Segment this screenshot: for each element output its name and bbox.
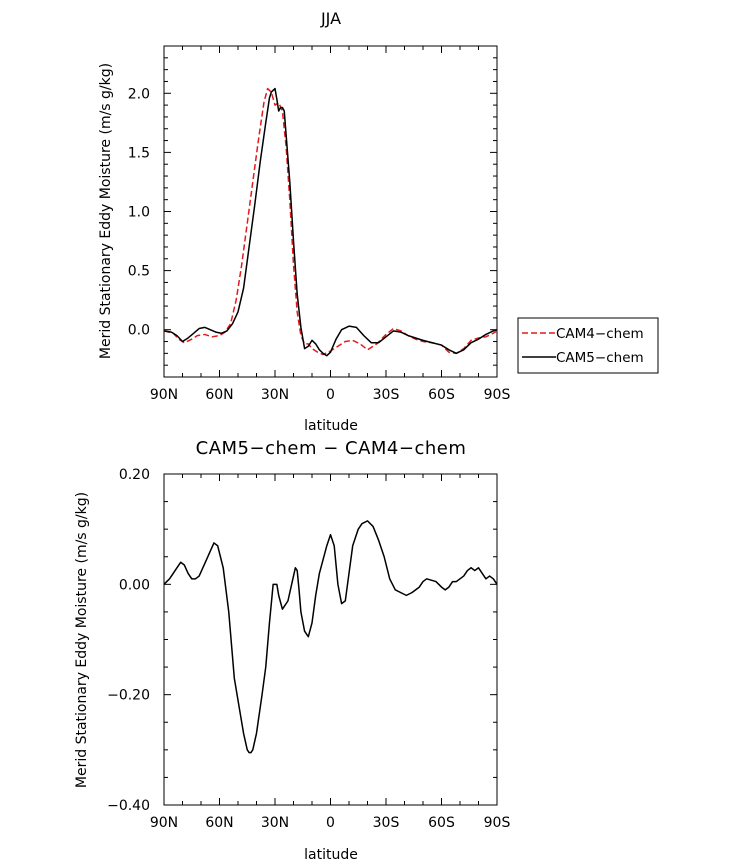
top-y-axis-label: Merid Stationary Eddy Moisture (m/s g/kg…: [98, 63, 114, 359]
top-x-tick-label: 90S: [484, 387, 511, 403]
top-y-tick-label: 0.0: [128, 323, 150, 339]
bottom-plot-area: 90N 60N 30N 0 30S 60S 90S −0.40 −0.20 0.00 0.20: [107, 467, 510, 831]
bottom-y-tick-label: −0.20: [107, 688, 150, 704]
bottom-panel-title: CAM5−chem − CAM4−chem: [196, 438, 467, 459]
top-x-axis-label: latitude: [304, 418, 358, 434]
bottom-y-tick-label: 0.20: [119, 467, 150, 483]
top-x-tick-label: 30N: [261, 387, 289, 403]
bottom-x-tick-label: 90S: [484, 815, 511, 831]
bottom-panel: CAM5−chem − CAM4−chem 90N 60N 30N 0 30S 60S 90…: [74, 438, 510, 863]
top-x-tick-label: 60N: [205, 387, 233, 403]
bottom-series-line-0: [163, 520, 498, 754]
top-plot-area: 90N 60N 30N 0 30S 60S 90S 0.0 0.5 1.0 1.5 2.0: [128, 45, 511, 403]
top-y-tick-label: 1.0: [128, 205, 150, 221]
top-panel-title: JJA: [320, 9, 341, 28]
bottom-x-tick-label: 30N: [261, 815, 289, 831]
bottom-x-tick-label: 90N: [150, 815, 178, 831]
top-y-tick-label: 0.5: [128, 264, 150, 280]
legend-box: [517, 317, 659, 374]
top-y-tick-label: 1.5: [128, 145, 150, 161]
bottom-y-tick-label: 0.00: [119, 577, 150, 593]
top-series-line-1: [163, 87, 498, 357]
bottom-y-axis-label: Merid Stationary Eddy Moisture (m/s g/kg…: [74, 492, 90, 788]
top-plot-frame: [163, 45, 498, 378]
bottom-x-axis-label: latitude: [304, 847, 358, 863]
top-y-tick-label: 2.0: [128, 86, 150, 102]
bottom-x-tick-label: 60N: [205, 815, 233, 831]
top-x-tick-label: 30S: [373, 387, 400, 403]
bottom-y-tick-label: −0.40: [107, 798, 150, 814]
top-panel: JJA 90N 60N 30N 0 30S 60S 90S 0.0 0.5 1.0 1.5 2.0 l…: [98, 9, 659, 434]
bottom-x-tick-label: 0: [326, 815, 335, 831]
bottom-x-tick-label: 60S: [428, 815, 455, 831]
top-x-tick-label: 90N: [150, 387, 178, 403]
top-x-tick-label: 0: [326, 387, 335, 403]
bottom-x-tick-label: 30S: [373, 815, 400, 831]
legend-label-cam4: CAM4−chem: [556, 326, 644, 342]
bottom-plot-frame: [163, 473, 498, 806]
legend: CAM4−chem CAM5−chem: [517, 317, 659, 374]
top-series-line-0: [163, 87, 498, 356]
top-x-tick-label: 60S: [428, 387, 455, 403]
legend-label-cam5: CAM5−chem: [556, 350, 644, 366]
